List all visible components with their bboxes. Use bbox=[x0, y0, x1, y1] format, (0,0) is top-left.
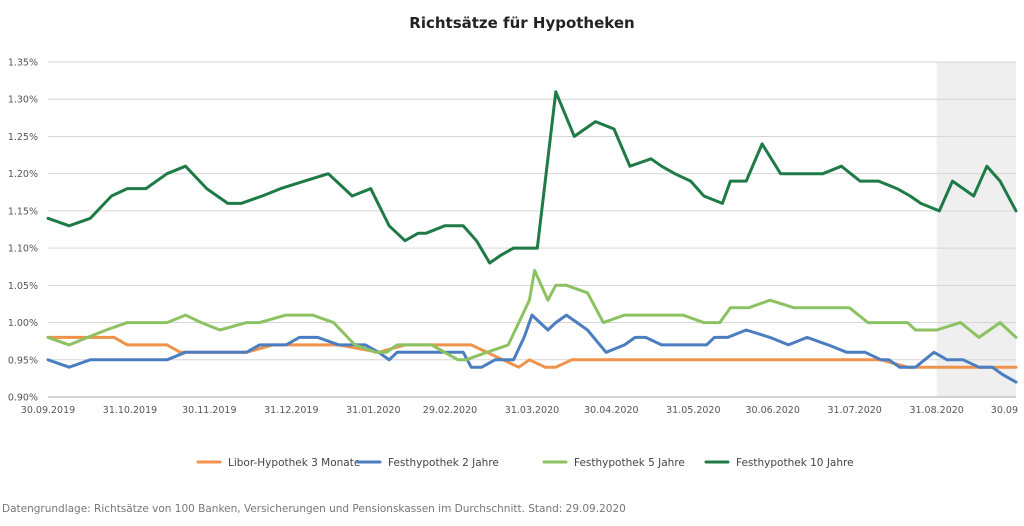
x-tick-label: 30.04.2020 bbox=[584, 405, 638, 416]
y-tick-label: 1.10% bbox=[8, 244, 38, 255]
x-tick-label: 31.05.2020 bbox=[666, 405, 720, 416]
gridlines bbox=[48, 61, 1016, 398]
y-tick-label: 1.30% bbox=[8, 95, 38, 106]
y-tick-label: 0.90% bbox=[8, 393, 38, 404]
x-tick-label: 30.11.2019 bbox=[182, 405, 236, 416]
series-line-1 bbox=[46, 335, 1018, 369]
y-tick-label: 1.05% bbox=[8, 281, 38, 292]
x-axis-ticks: 30.09.2019 31.10.2019 30.11.2019 31.12.2019… bbox=[21, 405, 1018, 416]
x-tick-label: 31.10.2019 bbox=[103, 405, 157, 416]
series-line-3 bbox=[46, 268, 1018, 362]
x-tick-label: 30.06.2020 bbox=[745, 405, 799, 416]
series-line-2 bbox=[46, 313, 1018, 384]
y-axis-ticks: 0.90% 0.95% 1.00% 1.05% 1.10% 1.15% 1.20% 1.25%… bbox=[8, 58, 38, 404]
y-tick-label: 0.95% bbox=[8, 355, 38, 366]
series-lines bbox=[46, 90, 1018, 384]
y-tick-label: 1.25% bbox=[8, 132, 38, 143]
x-tick-label: 31.07.2020 bbox=[827, 405, 881, 416]
legend-label: Festhypothek 10 Jahre bbox=[736, 457, 854, 469]
x-tick-label: 30.09.2019 bbox=[21, 405, 75, 416]
y-tick-label: 1.00% bbox=[8, 318, 38, 329]
x-tick-label: 31.03.2020 bbox=[505, 405, 559, 416]
legend-label: Festhypothek 5 Jahre bbox=[574, 457, 685, 469]
legend: Libor-Hypothek 3 Monate Festhypothek 2 Ja… bbox=[196, 457, 854, 469]
chart-title: Richtsätze für Hypotheken bbox=[409, 14, 634, 32]
y-tick-label: 1.20% bbox=[8, 169, 38, 180]
series-line-4 bbox=[46, 90, 1018, 265]
x-tick-label: 29.02.2020 bbox=[423, 405, 477, 416]
legend-label: Festhypothek 2 Jahre bbox=[388, 457, 499, 469]
x-tick-label: 31.08.2020 bbox=[909, 405, 963, 416]
x-tick-label: 30.09 bbox=[991, 405, 1018, 416]
footnote: Datengrundlage: Richtsätze von 100 Banke… bbox=[2, 503, 626, 515]
x-tick-label: 31.01.2020 bbox=[346, 405, 400, 416]
highlight-band bbox=[936, 62, 1016, 397]
legend-label: Libor-Hypothek 3 Monate bbox=[228, 457, 360, 469]
x-tick-label: 31.12.2019 bbox=[264, 405, 318, 416]
y-tick-label: 1.35% bbox=[8, 58, 38, 69]
y-tick-label: 1.15% bbox=[8, 206, 38, 217]
